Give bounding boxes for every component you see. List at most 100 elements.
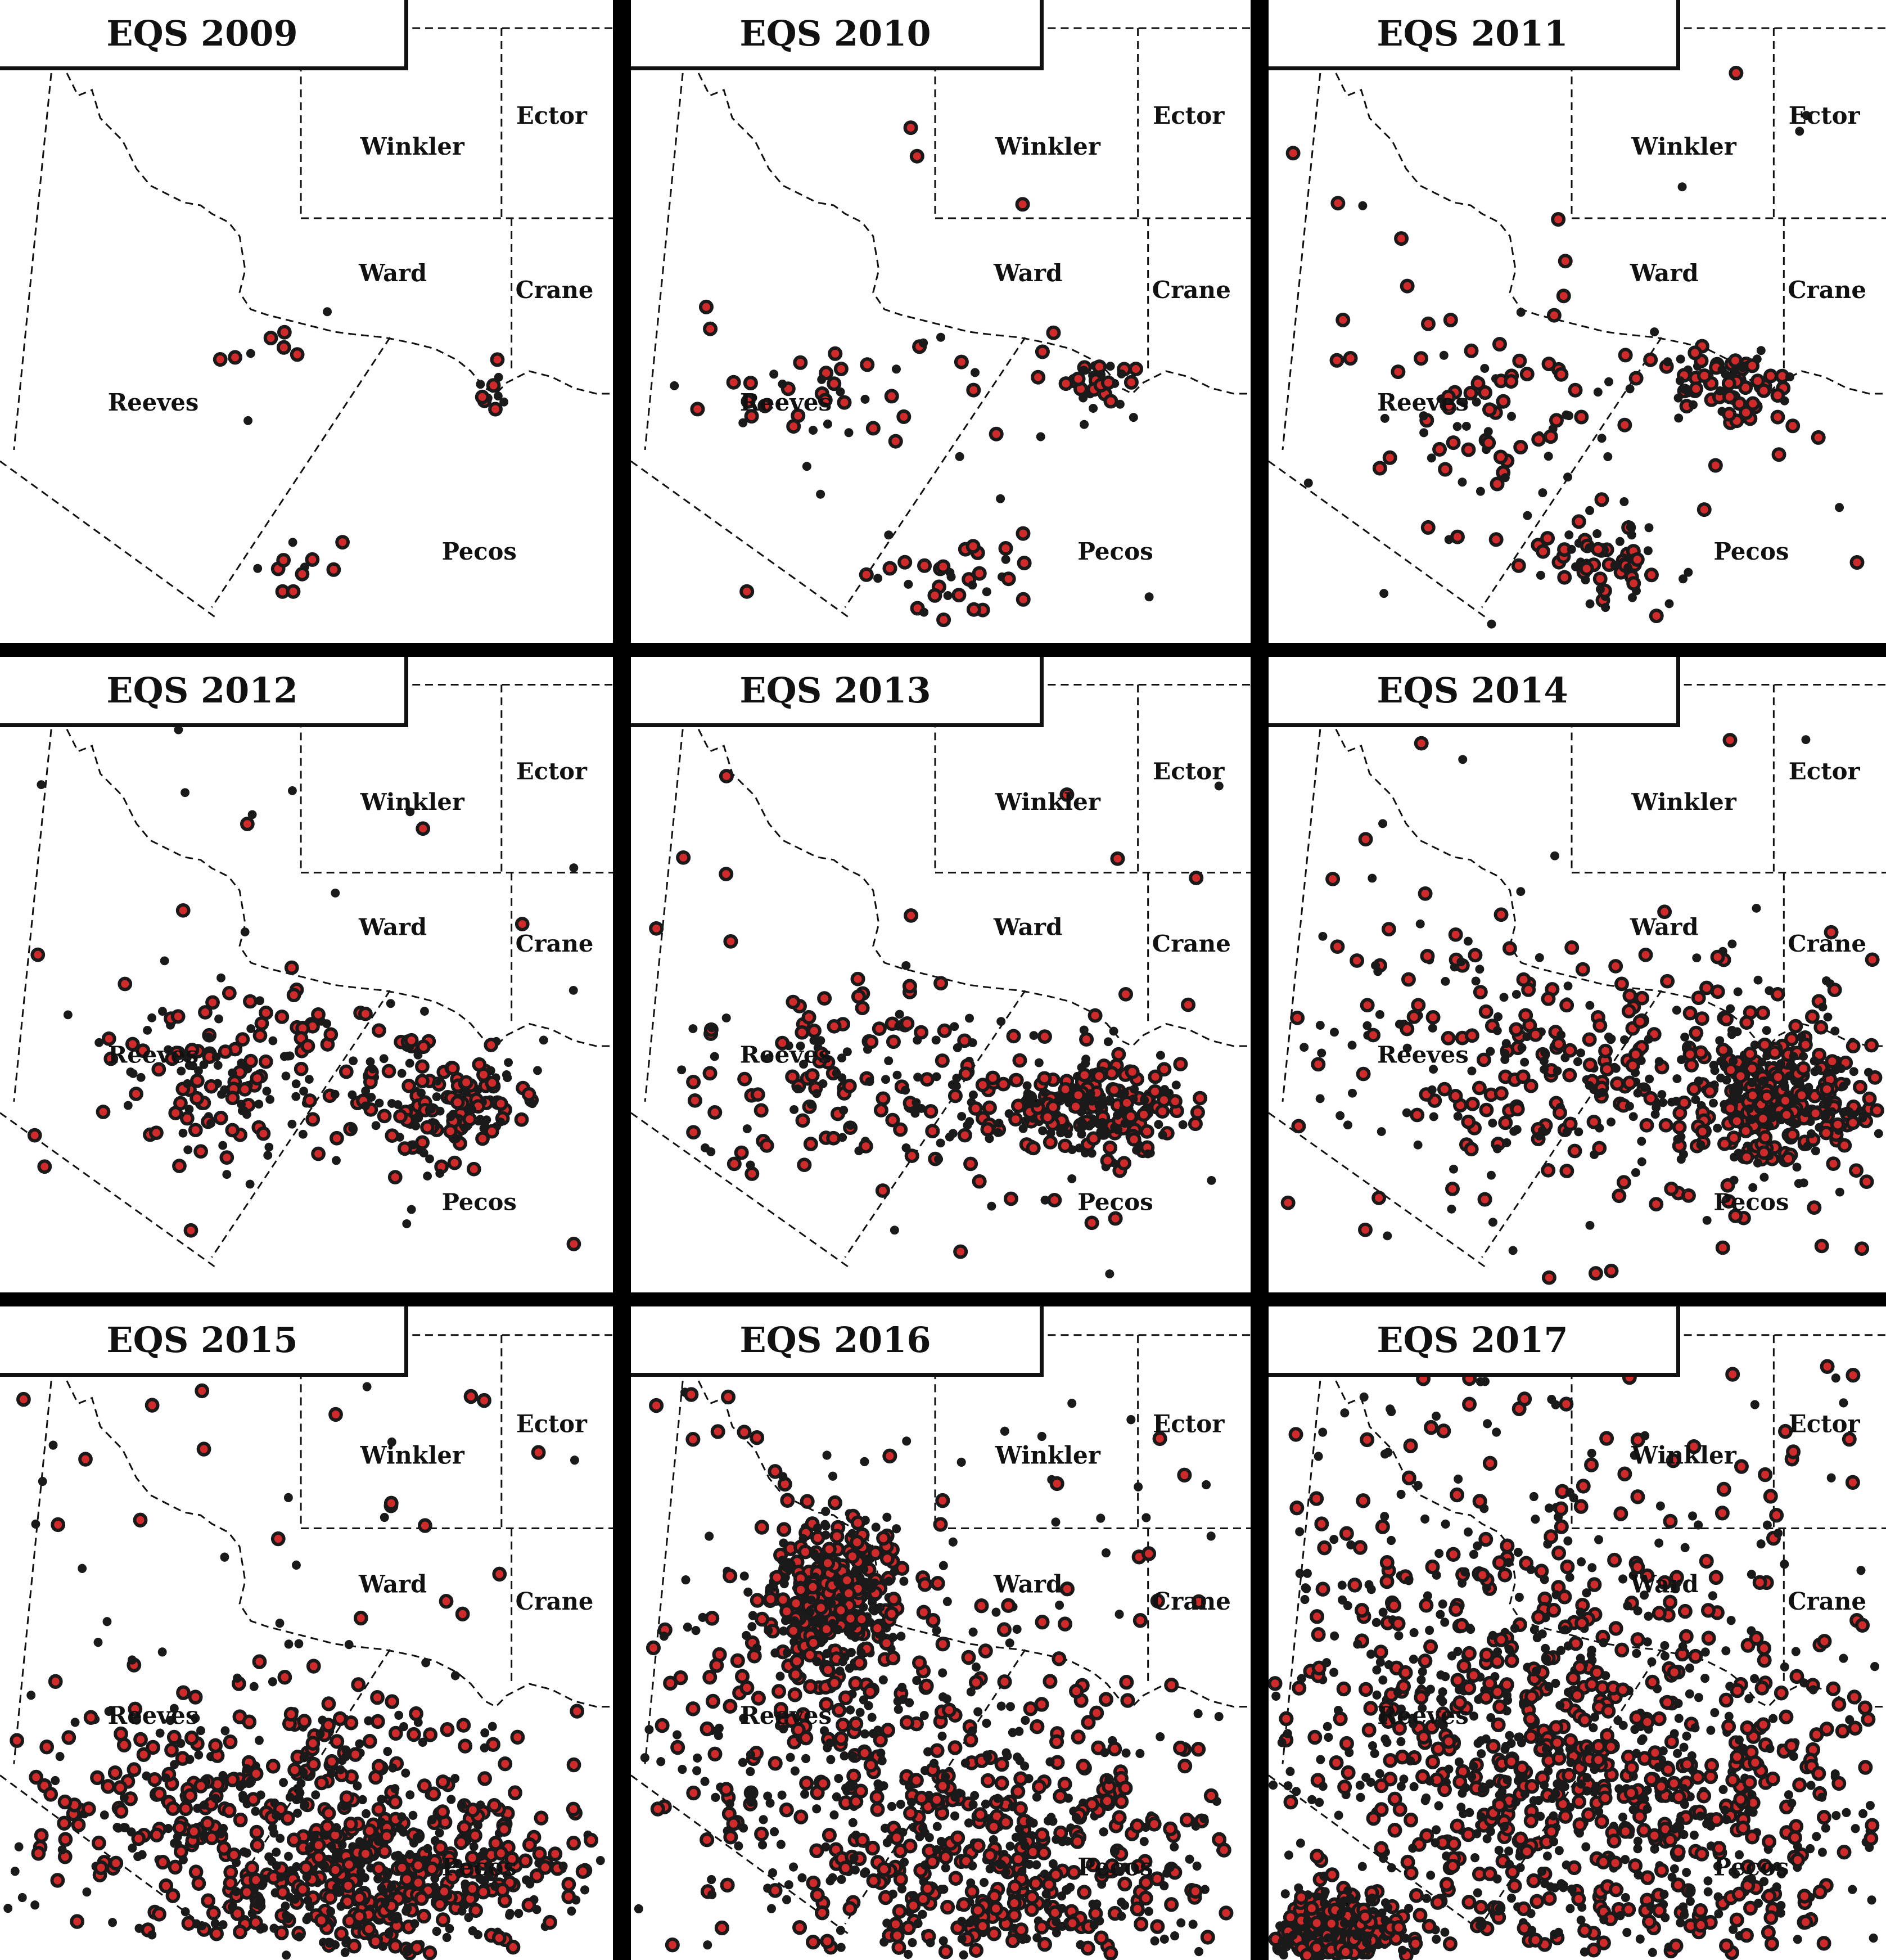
earthquake-event xyxy=(1092,1899,1102,1909)
earthquake-event xyxy=(906,1898,921,1913)
earthquake-event xyxy=(808,426,818,435)
earthquake-event xyxy=(1553,1066,1562,1075)
earthquake-event xyxy=(739,1680,755,1696)
earthquake-event xyxy=(1826,1156,1841,1171)
earthquake-event xyxy=(1409,1719,1418,1729)
earthquake-event xyxy=(764,1053,774,1063)
earthquake-event xyxy=(693,1753,702,1763)
county-label: Ward xyxy=(358,259,427,287)
earthquake-event xyxy=(458,1800,467,1810)
earthquake-event xyxy=(1447,1204,1456,1214)
earthquake-event xyxy=(1409,1628,1419,1638)
earthquake-event xyxy=(989,426,1004,441)
earthquake-event xyxy=(1846,1039,1861,1053)
earthquake-event xyxy=(468,1828,482,1843)
earthquake-event xyxy=(1045,1757,1055,1767)
earthquake-event xyxy=(1284,1850,1293,1860)
earthquake-event xyxy=(484,1124,499,1139)
earthquake-event xyxy=(456,1718,471,1733)
earthquake-event xyxy=(1355,1603,1369,1618)
earthquake-event xyxy=(1366,1650,1376,1659)
earthquake-event xyxy=(964,1884,980,1899)
earthquake-event xyxy=(1614,976,1629,992)
earthquake-event xyxy=(834,1773,843,1783)
earthquake-event xyxy=(323,1027,339,1042)
earthquake-event xyxy=(1443,313,1458,327)
earthquake-event xyxy=(894,1705,903,1714)
earthquake-event xyxy=(1869,1103,1884,1118)
earthquake-event xyxy=(1124,375,1139,390)
earthquake-event xyxy=(1024,1902,1039,1917)
earthquake-event xyxy=(1348,1088,1357,1098)
earthquake-event xyxy=(155,1728,165,1738)
earthquake-event xyxy=(209,1926,224,1941)
earthquake-event xyxy=(468,1903,484,1918)
earthquake-event xyxy=(1627,593,1637,602)
earthquake-event xyxy=(462,1112,477,1127)
earthquake-event xyxy=(1688,1511,1698,1521)
earthquake-event xyxy=(305,1844,314,1853)
earthquake-event xyxy=(850,1515,865,1530)
earthquake-event xyxy=(989,1835,998,1845)
earthquake-event xyxy=(1734,1459,1749,1474)
earthquake-event xyxy=(968,1090,978,1100)
earthquake-event xyxy=(1512,1125,1522,1134)
earthquake-event xyxy=(789,1862,798,1872)
earthquake-event xyxy=(1756,1006,1770,1020)
earthquake-event xyxy=(1067,1174,1077,1183)
earthquake-event xyxy=(336,1902,346,1911)
earthquake-event xyxy=(934,1155,944,1164)
earthquake-event xyxy=(37,1159,52,1174)
earthquake-event xyxy=(466,1161,481,1177)
earthquake-event xyxy=(432,1926,441,1936)
earthquake-event xyxy=(996,494,1005,503)
earthquake-event xyxy=(1170,1931,1180,1941)
earthquake-event xyxy=(1801,735,1811,745)
earthquake-event xyxy=(457,1906,467,1916)
earthquake-event xyxy=(1507,1878,1522,1894)
earthquake-event xyxy=(399,1722,408,1732)
earthquake-event xyxy=(1867,1070,1883,1085)
earthquake-event xyxy=(1058,1138,1073,1154)
earthquake-event xyxy=(1623,563,1633,573)
earthquake-event xyxy=(1513,440,1528,454)
earthquake-event xyxy=(936,559,951,574)
earthquake-event xyxy=(321,1805,336,1821)
earthquake-event xyxy=(1036,432,1045,441)
earthquake-event xyxy=(228,1068,237,1078)
earthquake-event xyxy=(165,1801,181,1816)
county-label: Ward xyxy=(993,1570,1062,1598)
earthquake-event xyxy=(204,1830,219,1845)
earthquake-event xyxy=(994,1776,1009,1791)
earthquake-event xyxy=(222,1170,232,1179)
earthquake-event xyxy=(377,1109,392,1124)
earthquake-event xyxy=(959,1950,968,1960)
earthquake-event xyxy=(1202,1480,1211,1490)
earthquake-event xyxy=(1513,1548,1523,1557)
earthquake-event xyxy=(238,1794,248,1804)
earthquake-event xyxy=(789,1653,805,1669)
earthquake-event xyxy=(1026,1141,1041,1156)
earthquake-event xyxy=(702,1066,718,1081)
earthquake-event xyxy=(1292,1680,1307,1696)
earthquake-event xyxy=(1037,1071,1052,1086)
earthquake-event xyxy=(1703,1876,1713,1886)
earthquake-event xyxy=(414,1891,429,1906)
earthquake-event xyxy=(987,1201,996,1211)
earthquake-event xyxy=(1465,1097,1480,1111)
earthquake-event xyxy=(1610,561,1619,570)
earthquake-event xyxy=(806,1023,822,1038)
earthquake-event xyxy=(128,1701,143,1717)
earthquake-event xyxy=(913,1073,923,1082)
earthquake-event xyxy=(1375,1010,1384,1019)
earthquake-event xyxy=(1030,1719,1045,1734)
earthquake-event xyxy=(1475,965,1485,974)
earthquake-event xyxy=(1076,1940,1085,1949)
earthquake-event xyxy=(218,1044,233,1059)
earthquake-event xyxy=(1013,1801,1028,1817)
county-boundary xyxy=(13,729,52,1102)
earthquake-event xyxy=(527,1099,537,1109)
earthquake-event xyxy=(1315,1797,1324,1807)
earthquake-event xyxy=(745,1166,760,1181)
earthquake-event xyxy=(1035,344,1050,359)
